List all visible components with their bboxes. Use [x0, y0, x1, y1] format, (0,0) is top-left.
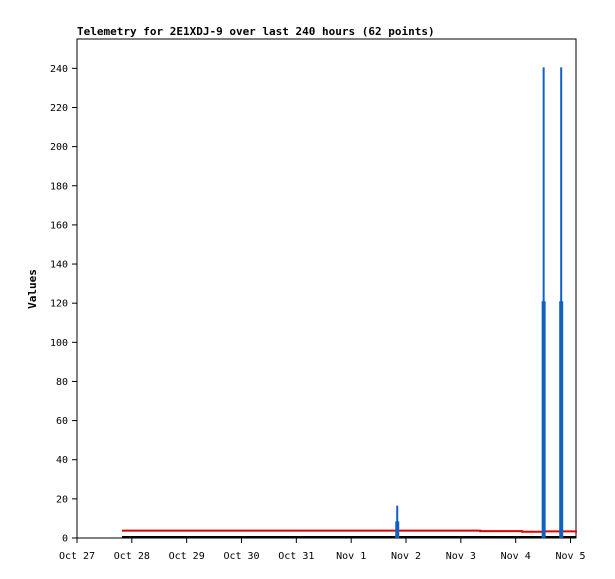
x-tick-label: Nov 5: [555, 551, 585, 562]
y-tick-label: 220: [50, 103, 68, 114]
x-tick-label: Oct 27: [59, 551, 95, 562]
y-tick-label: 240: [50, 64, 68, 75]
y-axis: 0 20 40 60 80 100 120 140 160 180 200 220 240: [50, 64, 77, 545]
x-tick-label: Nov 4: [501, 551, 531, 562]
y-tick-label: 80: [56, 377, 68, 388]
x-axis: Oct 27 Oct 28 Oct 29 Oct 30 Oct 31 Nov 1 Nov 2…: [59, 538, 586, 562]
y-tick-label: 60: [56, 416, 68, 427]
y-tick-label: 40: [56, 455, 68, 466]
x-tick-label: Nov 1: [336, 551, 366, 562]
y-tick-label: 200: [50, 142, 68, 153]
y-tick-label: 180: [50, 181, 68, 192]
x-tick-label: Oct 31: [278, 551, 314, 562]
y-tick-label: 140: [50, 260, 68, 271]
y-tick-label: 0: [62, 534, 68, 545]
series-line-1: [121, 529, 577, 533]
plot-frame: [76, 38, 577, 539]
x-tick-label: Oct 30: [223, 551, 259, 562]
x-tick-label: Oct 29: [169, 551, 205, 562]
y-axis-label: Values: [26, 269, 39, 309]
series-layer: [121, 67, 577, 539]
x-tick-label: Oct 28: [114, 551, 150, 562]
y-tick-label: 160: [50, 220, 68, 231]
x-tick-label: Nov 3: [446, 551, 476, 562]
chart-title: Telemetry for 2E1XDJ-9 over last 240 hou…: [77, 25, 435, 38]
y-tick-label: 100: [50, 338, 68, 349]
y-tick-label: 120: [50, 299, 68, 310]
x-tick-label: Nov 2: [391, 551, 421, 562]
y-tick-label: 20: [56, 494, 68, 505]
